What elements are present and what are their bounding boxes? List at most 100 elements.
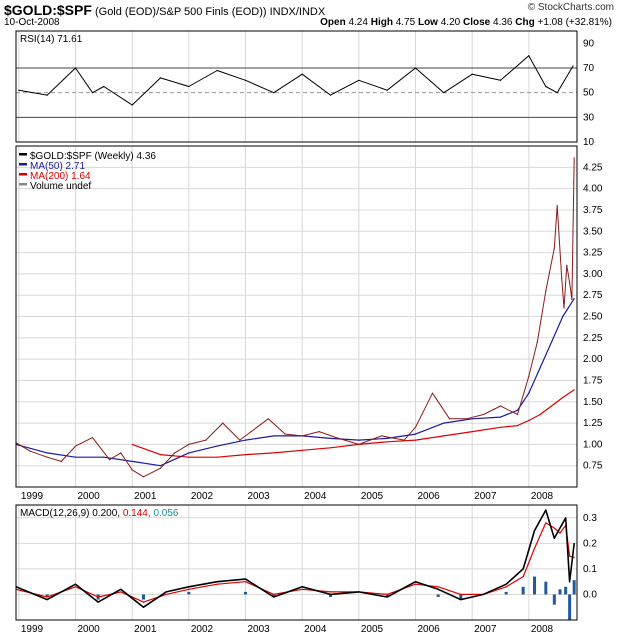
low-value: 4.20 — [440, 17, 461, 28]
symbol-label: $GOLD:$SPF — [4, 2, 92, 18]
macd-signal-line-point — [553, 527, 555, 529]
price-line-point — [431, 392, 434, 394]
rsi-line-point — [471, 73, 473, 75]
rsi-line-point — [443, 92, 445, 94]
ma200-line-point — [273, 452, 275, 454]
price-line-point — [536, 341, 538, 343]
macd-line-point — [482, 593, 485, 596]
chart-date: 10-Oct-2008 — [4, 17, 60, 28]
rsi-ytick-label: 30 — [583, 112, 595, 123]
macd-line-point — [553, 537, 555, 539]
macd-panel — [15, 504, 578, 621]
macd-line-point — [505, 583, 507, 585]
ma200-line-point — [301, 449, 303, 451]
price-xtick-label: 2000 — [78, 491, 101, 502]
price-line-point — [60, 460, 62, 463]
price-xtick-label: 2003 — [248, 491, 271, 502]
price-line-point — [120, 452, 122, 454]
macd-histogram-bar — [244, 591, 247, 595]
ma50-line-point — [386, 437, 388, 440]
chart-title: $GOLD:$SPF (Gold (EOD)/S&P 500 Finls (EO… — [4, 2, 325, 18]
ma50-line-point — [499, 416, 502, 418]
price-line-point — [108, 459, 111, 461]
macd-line-point — [301, 586, 303, 588]
macd-signal-line-point — [74, 586, 77, 588]
macd-xtick-label: 2006 — [418, 624, 441, 635]
price-line-point — [188, 443, 190, 445]
price-ytick-label: 3.75 — [583, 205, 603, 216]
macd-xtick-label: 2001 — [134, 624, 157, 635]
macd-histogram-bar — [521, 586, 525, 595]
macd-xtick-label: 2003 — [248, 624, 271, 635]
rsi-line-point — [159, 77, 162, 79]
macd-line-point — [120, 588, 122, 590]
rsi-line-point — [556, 92, 558, 94]
rsi-ytick-label: 10 — [583, 137, 595, 148]
price-ytick-label: 0.75 — [583, 461, 603, 472]
rsi-line-point — [74, 67, 77, 69]
price-line-point — [465, 418, 468, 420]
price-ytick-label: 3.50 — [583, 226, 603, 237]
rsi-line — [18, 55, 574, 106]
macd-line-point — [46, 598, 48, 601]
price-ytick-label: 2.50 — [583, 312, 603, 323]
price-ytick-label: 4.25 — [583, 162, 603, 173]
rsi-ytick-label: 50 — [583, 88, 595, 99]
price-line-point — [561, 277, 563, 279]
ma50-line-point — [562, 315, 564, 318]
price-line-point — [571, 298, 573, 301]
ma50-line-point — [244, 439, 247, 441]
macd-histogram-bar — [544, 581, 548, 595]
price-line-point — [566, 264, 568, 266]
ma50-line-point — [414, 433, 417, 435]
open-value: 4.24 — [348, 17, 368, 28]
macd-line — [15, 509, 575, 609]
ma50-line-point — [216, 445, 218, 447]
rsi-ytick-label: 90 — [583, 38, 595, 49]
rsi-line-point — [572, 65, 574, 67]
macd-histogram-bar — [436, 594, 440, 597]
ma200-line — [131, 389, 575, 458]
price-line-point — [239, 439, 241, 441]
macd-title: MACD(12,26,9) 0.200, 0.144, 0.056 — [20, 508, 179, 519]
legend-entry: MA(50) 2.71 — [30, 161, 85, 172]
price-line-point — [131, 469, 133, 471]
price-ytick-label: 1.25 — [583, 418, 603, 429]
rsi-line-point — [131, 104, 133, 106]
ma200-line-point — [216, 456, 218, 458]
quote-bar: Open 4.24 High 4.75 Low 4.20 Close 4.36 … — [320, 17, 612, 28]
macd-histogram-bar — [45, 594, 49, 597]
price-line-point — [528, 375, 530, 377]
price-line-point — [205, 439, 207, 441]
macd-xtick-label: 2007 — [474, 624, 497, 635]
high-label: High — [370, 17, 393, 28]
ma200-line-point — [159, 454, 162, 456]
macd-histogram-bar — [187, 591, 191, 595]
macd-histogram-bar — [385, 594, 389, 597]
rsi-line-point — [329, 94, 332, 96]
ma200-line-point — [528, 419, 530, 422]
ma50-line-point — [550, 341, 553, 343]
price-line-point — [74, 445, 77, 447]
rsi-line-point — [528, 55, 530, 57]
macd-line-point — [358, 591, 360, 593]
rsi-line-point — [244, 79, 247, 81]
price-xtick-label: 2007 — [474, 491, 497, 502]
price-line-point — [250, 430, 252, 433]
macd-xtick-label: 2005 — [361, 624, 384, 635]
price-line-point — [358, 443, 360, 445]
price-line-point — [569, 281, 571, 283]
macd-ytick-label: 0.2 — [583, 538, 597, 549]
price-line-point — [499, 405, 502, 407]
open-label: Open — [320, 17, 346, 28]
ma200-line-point — [516, 425, 519, 427]
legend-entry: Volume undef — [30, 181, 91, 192]
macd-signal-line-point — [545, 522, 547, 524]
price-xtick-label: 2002 — [191, 491, 214, 502]
price-line-point — [284, 433, 286, 435]
price-ytick-label: 1.00 — [583, 439, 603, 450]
price-ytick-label: 3.00 — [583, 269, 603, 280]
price-line-point — [222, 422, 224, 424]
macd-histogram-bar — [533, 576, 536, 595]
ma50-line-point — [131, 460, 133, 463]
